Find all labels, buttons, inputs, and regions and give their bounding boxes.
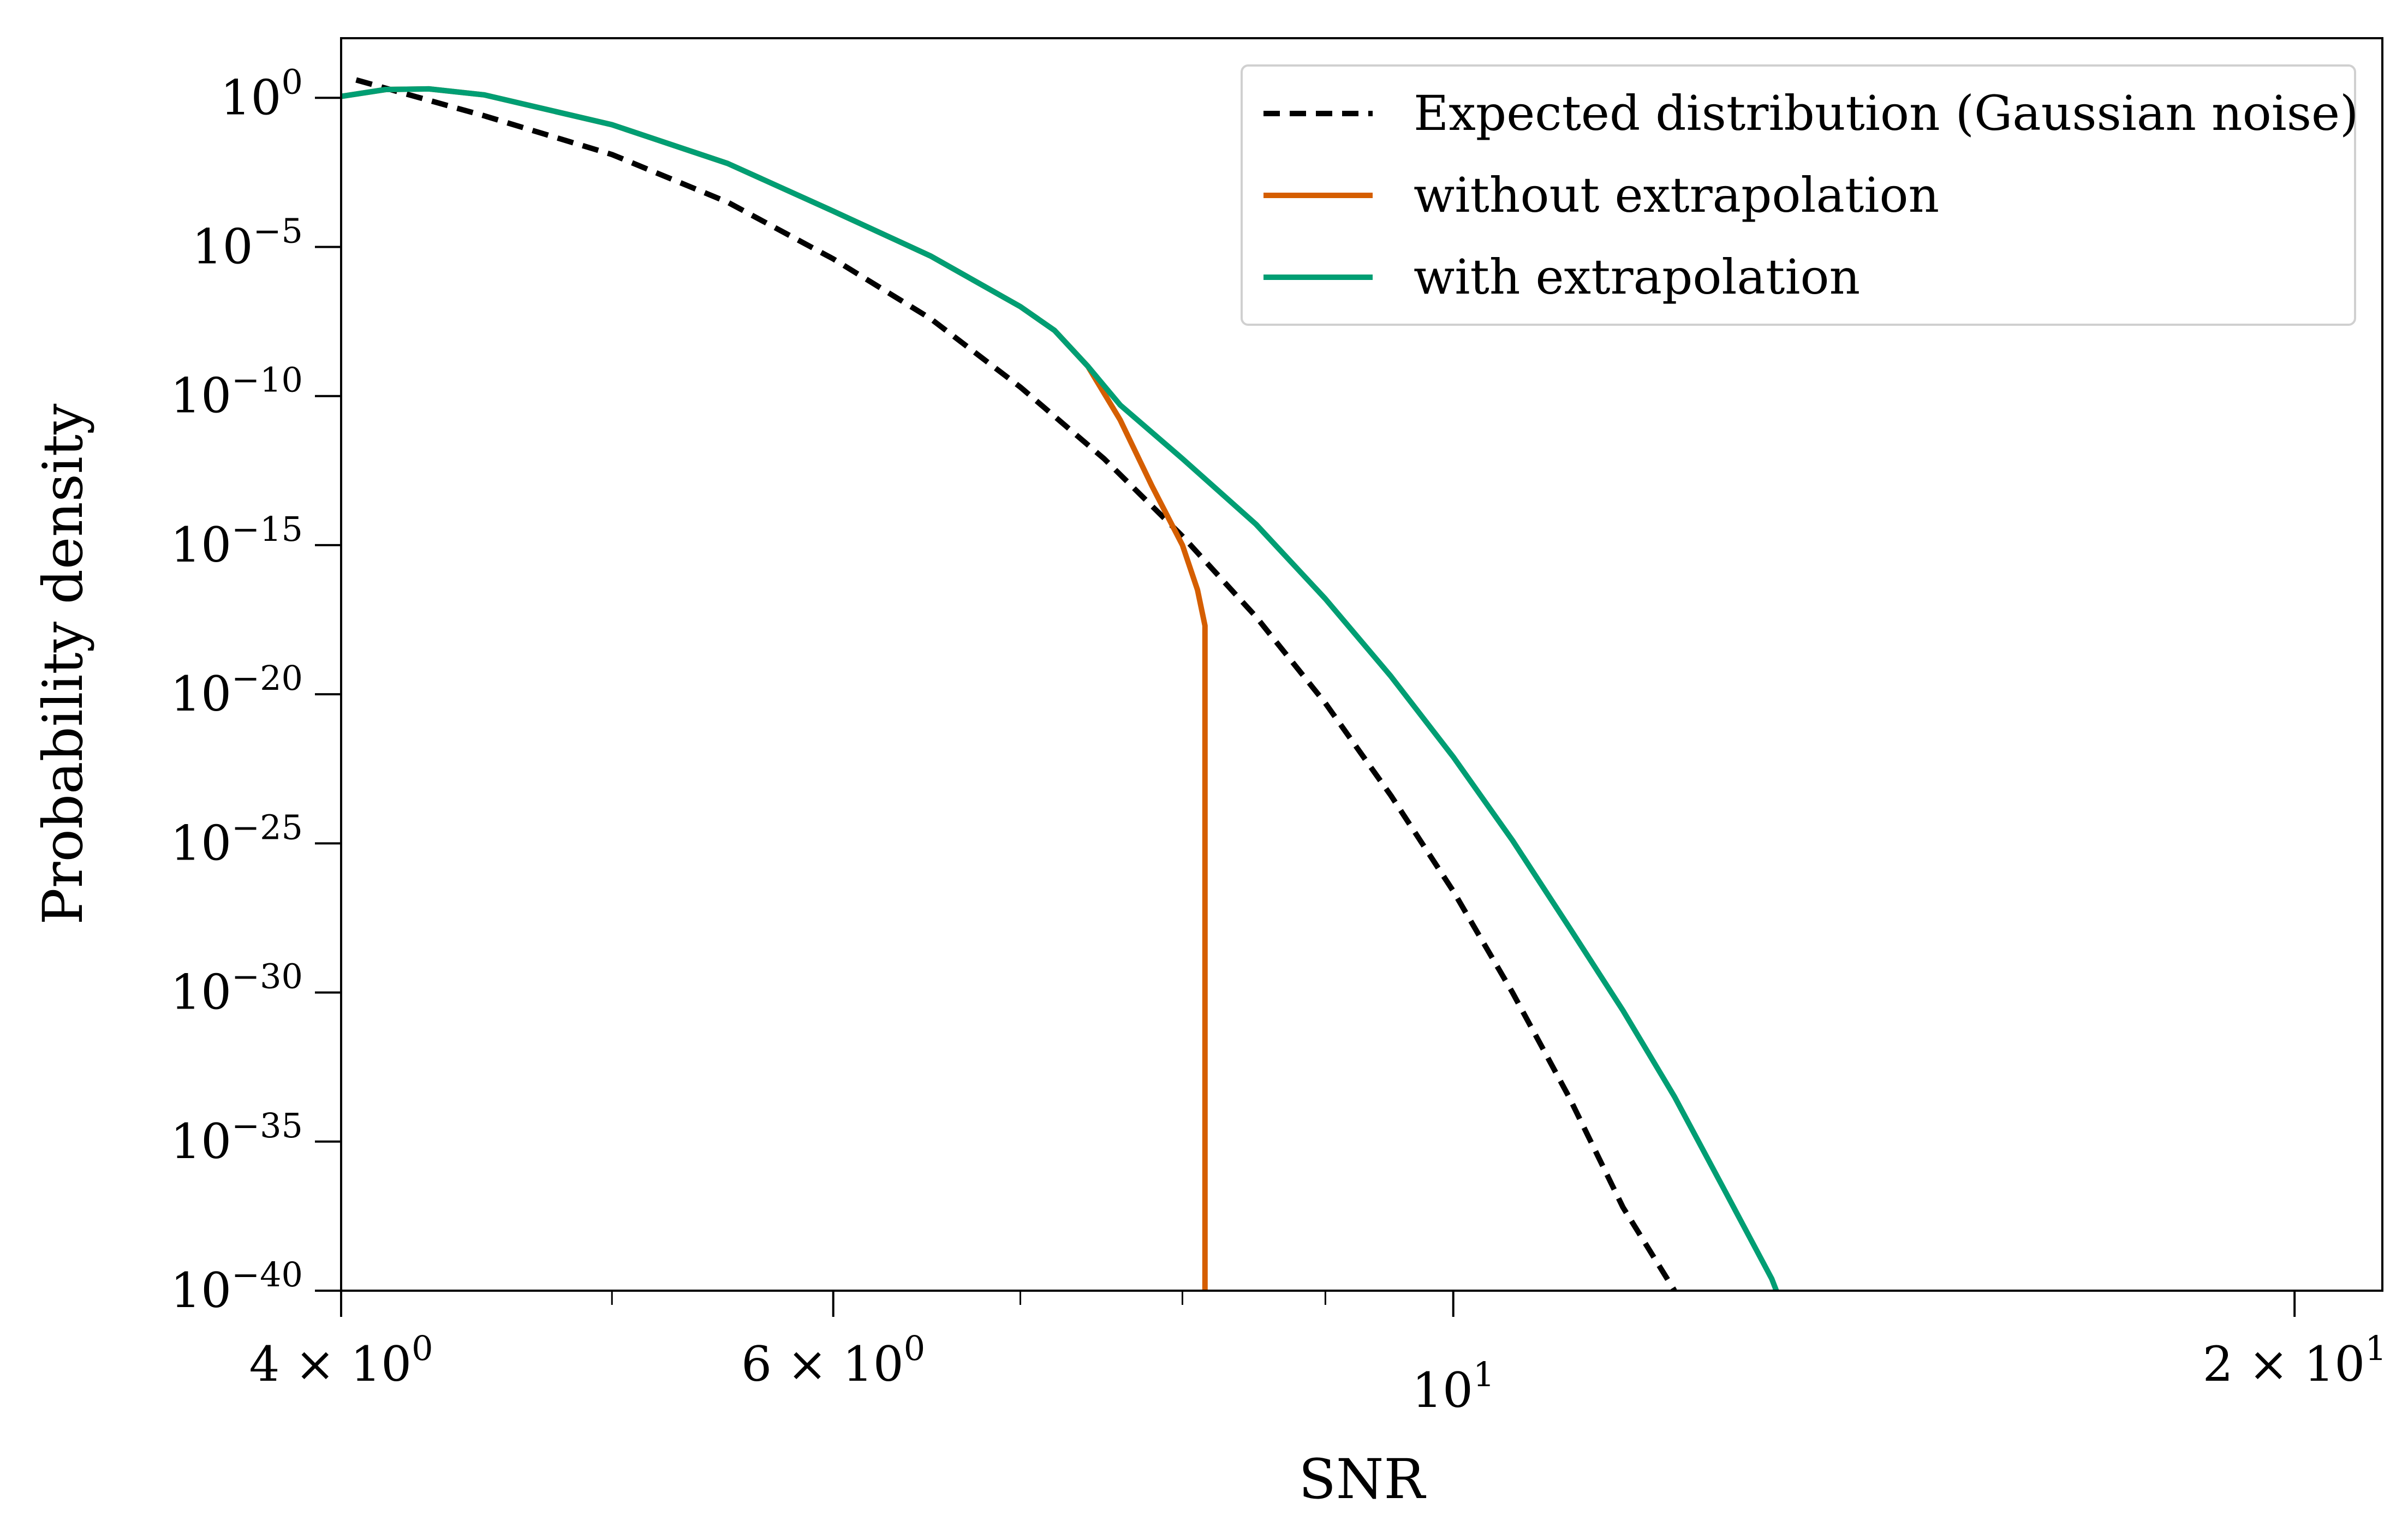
y-tick-label-4: 10−20 <box>170 658 303 722</box>
legend-label-without: without extrapolation <box>1414 167 1939 223</box>
legend-box <box>1241 64 2356 326</box>
y-tick-label-0: 100 <box>220 62 303 126</box>
plot-frame <box>340 37 2383 1292</box>
x-tick-label-0: 4 × 100 <box>249 1328 433 1392</box>
y-tick-label-5: 10−25 <box>170 807 303 871</box>
series-line-1 <box>341 86 1208 1291</box>
plot-curves <box>341 77 1779 1291</box>
x-tick-label-1: 6 × 100 <box>741 1328 925 1392</box>
legend-label-with: with extrapolation <box>1414 249 1860 305</box>
y-tick-label-6: 10−30 <box>170 957 303 1021</box>
y-tick-label-3: 10−15 <box>170 509 303 573</box>
series-line-2 <box>341 86 1779 1291</box>
y-axis: 100 10−5 10−10 10−15 10−20 10−25 10−30 10−35 10−… <box>170 62 341 1319</box>
y-tick-label-2: 10−10 <box>170 360 303 424</box>
x-tick-label-2: 101 <box>1412 1355 1494 1418</box>
series-line-0 <box>355 77 1677 1291</box>
x-axis: 4 × 100 6 × 100 101 2 × 101 <box>249 1291 2387 1418</box>
y-tick-label-1: 10−5 <box>192 211 303 275</box>
legend: Expected distribution (Gaussian noise) w… <box>1241 64 2358 326</box>
x-tick-label-3: 2 × 101 <box>2203 1328 2387 1392</box>
y-tick-label-8: 10−40 <box>170 1255 303 1319</box>
legend-label-expected: Expected distribution (Gaussian noise) <box>1414 85 2358 141</box>
y-axis-title: Probability density <box>31 403 95 924</box>
x-axis-title: SNR <box>1298 1447 1426 1511</box>
y-tick-label-7: 10−35 <box>170 1106 303 1170</box>
